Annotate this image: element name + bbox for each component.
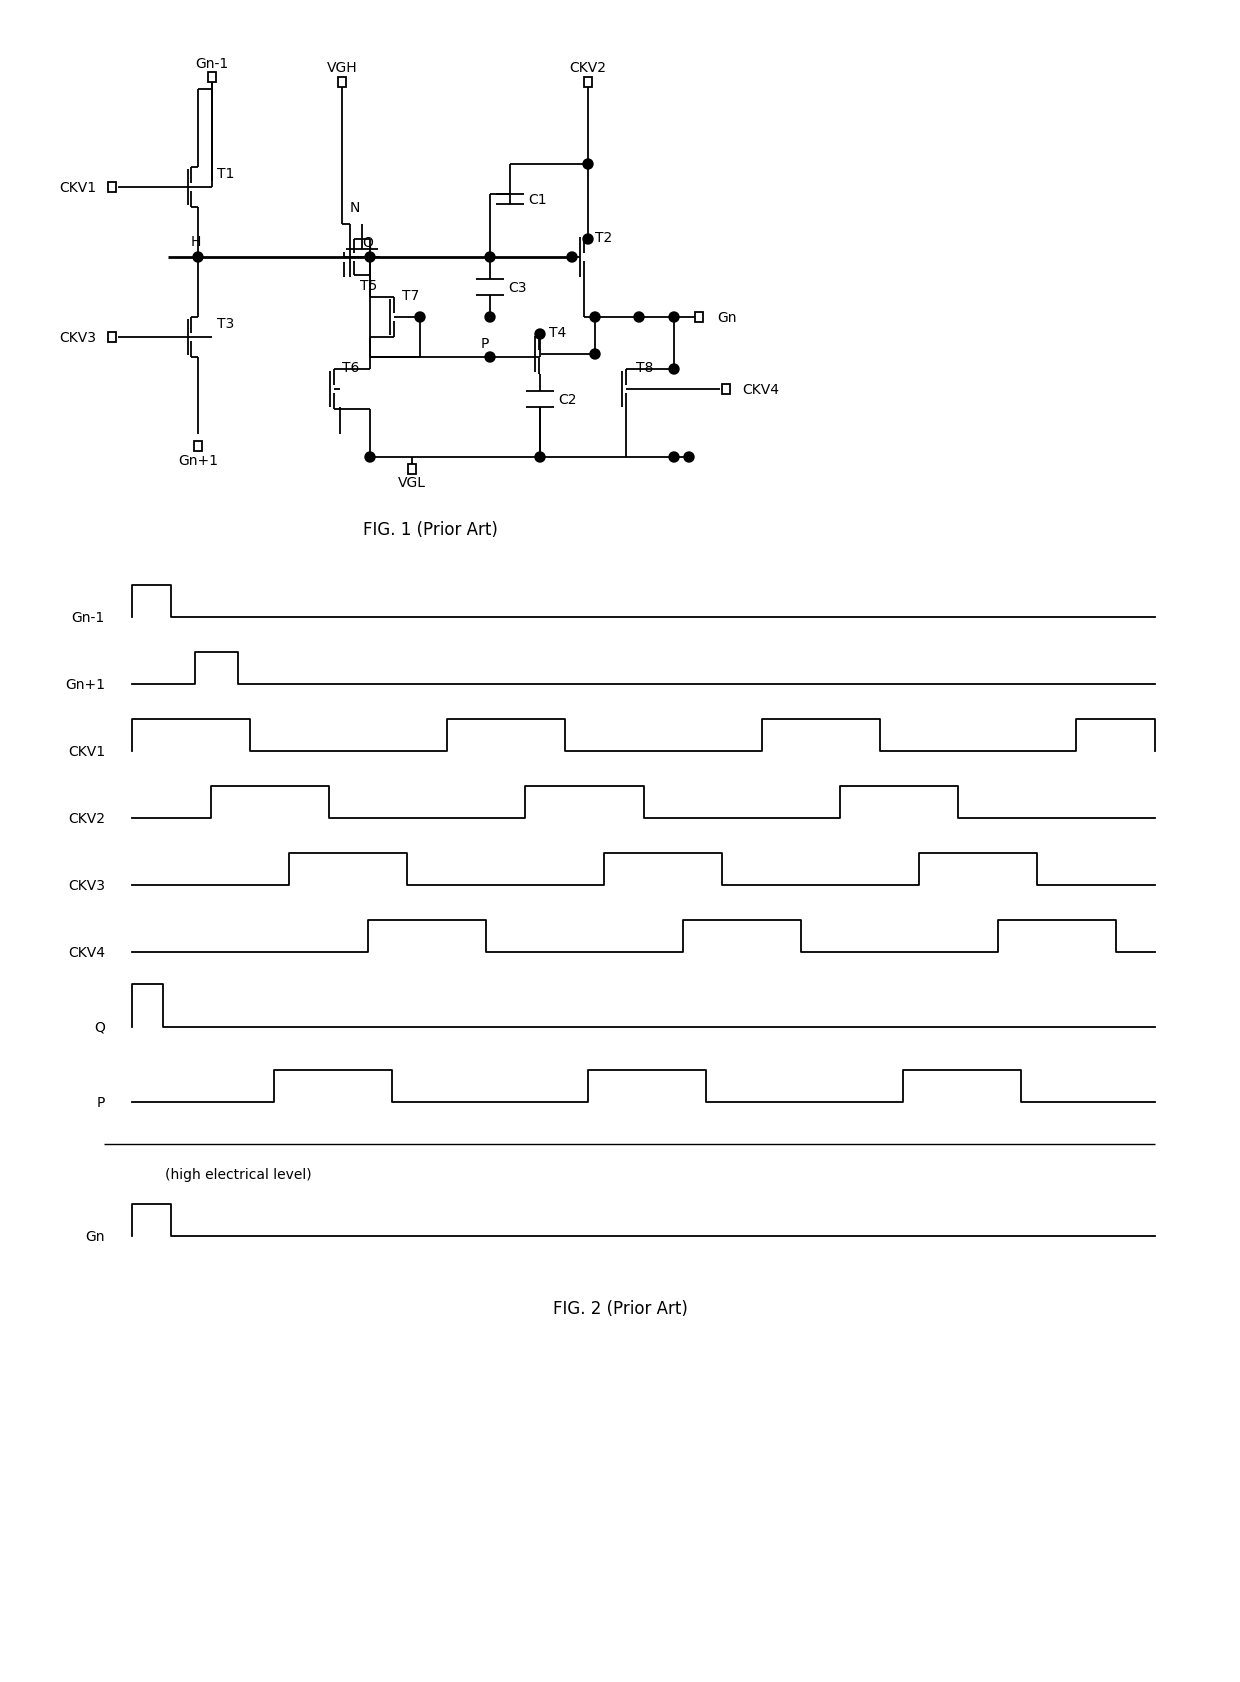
Text: CKV4: CKV4 [68, 945, 105, 959]
Circle shape [485, 353, 495, 363]
Text: CKV1: CKV1 [68, 745, 105, 759]
Bar [584, 77, 591, 87]
Text: VGH: VGH [326, 61, 357, 76]
Circle shape [583, 235, 593, 246]
Bar [408, 464, 415, 474]
Bar [108, 333, 117, 343]
Text: CKV3: CKV3 [68, 878, 105, 893]
Bar [193, 442, 202, 452]
Bar [694, 313, 703, 323]
Circle shape [415, 313, 425, 323]
Text: T3: T3 [217, 316, 234, 331]
Bar [108, 183, 117, 193]
Text: CKV1: CKV1 [58, 182, 95, 195]
Text: CKV2: CKV2 [569, 61, 606, 76]
Circle shape [670, 365, 680, 375]
Text: FIG. 1 (Prior Art): FIG. 1 (Prior Art) [362, 521, 497, 538]
Text: Q: Q [362, 235, 373, 249]
Text: (high electrical level): (high electrical level) [165, 1167, 311, 1181]
Text: H: H [191, 235, 201, 249]
Circle shape [485, 252, 495, 262]
Text: T1: T1 [217, 167, 234, 182]
Text: FIG. 2 (Prior Art): FIG. 2 (Prior Art) [553, 1299, 687, 1317]
Text: P: P [97, 1095, 105, 1110]
Circle shape [670, 452, 680, 463]
Circle shape [684, 452, 694, 463]
Circle shape [193, 252, 203, 262]
Bar [722, 385, 730, 395]
Text: C3: C3 [508, 281, 527, 294]
Text: T4: T4 [549, 326, 567, 340]
Text: VGL: VGL [398, 476, 427, 489]
Text: CKV3: CKV3 [60, 331, 95, 345]
Circle shape [590, 350, 600, 360]
Bar [208, 72, 216, 82]
Text: Gn+1: Gn+1 [64, 678, 105, 691]
Text: Gn-1: Gn-1 [72, 611, 105, 624]
Text: T7: T7 [402, 289, 419, 303]
Text: T6: T6 [342, 360, 360, 375]
Text: CKV4: CKV4 [742, 383, 779, 397]
Text: Gn+1: Gn+1 [179, 454, 218, 468]
Text: T2: T2 [595, 230, 613, 246]
Bar [339, 77, 346, 87]
Circle shape [583, 160, 593, 170]
Text: P: P [481, 336, 490, 352]
Circle shape [534, 452, 546, 463]
Text: Gn: Gn [86, 1230, 105, 1243]
Text: Gn-1: Gn-1 [196, 57, 228, 71]
Circle shape [670, 313, 680, 323]
Circle shape [485, 313, 495, 323]
Text: N: N [350, 200, 361, 215]
Circle shape [590, 313, 600, 323]
Circle shape [634, 313, 644, 323]
Text: C1: C1 [528, 193, 547, 207]
Text: CKV2: CKV2 [68, 811, 105, 826]
Circle shape [365, 452, 374, 463]
Text: Gn: Gn [717, 311, 737, 325]
Circle shape [567, 252, 577, 262]
Text: T8: T8 [636, 360, 653, 375]
Text: T5: T5 [360, 279, 377, 293]
Circle shape [534, 330, 546, 340]
Circle shape [365, 252, 374, 262]
Text: Q: Q [94, 1021, 105, 1034]
Text: C2: C2 [558, 394, 577, 407]
